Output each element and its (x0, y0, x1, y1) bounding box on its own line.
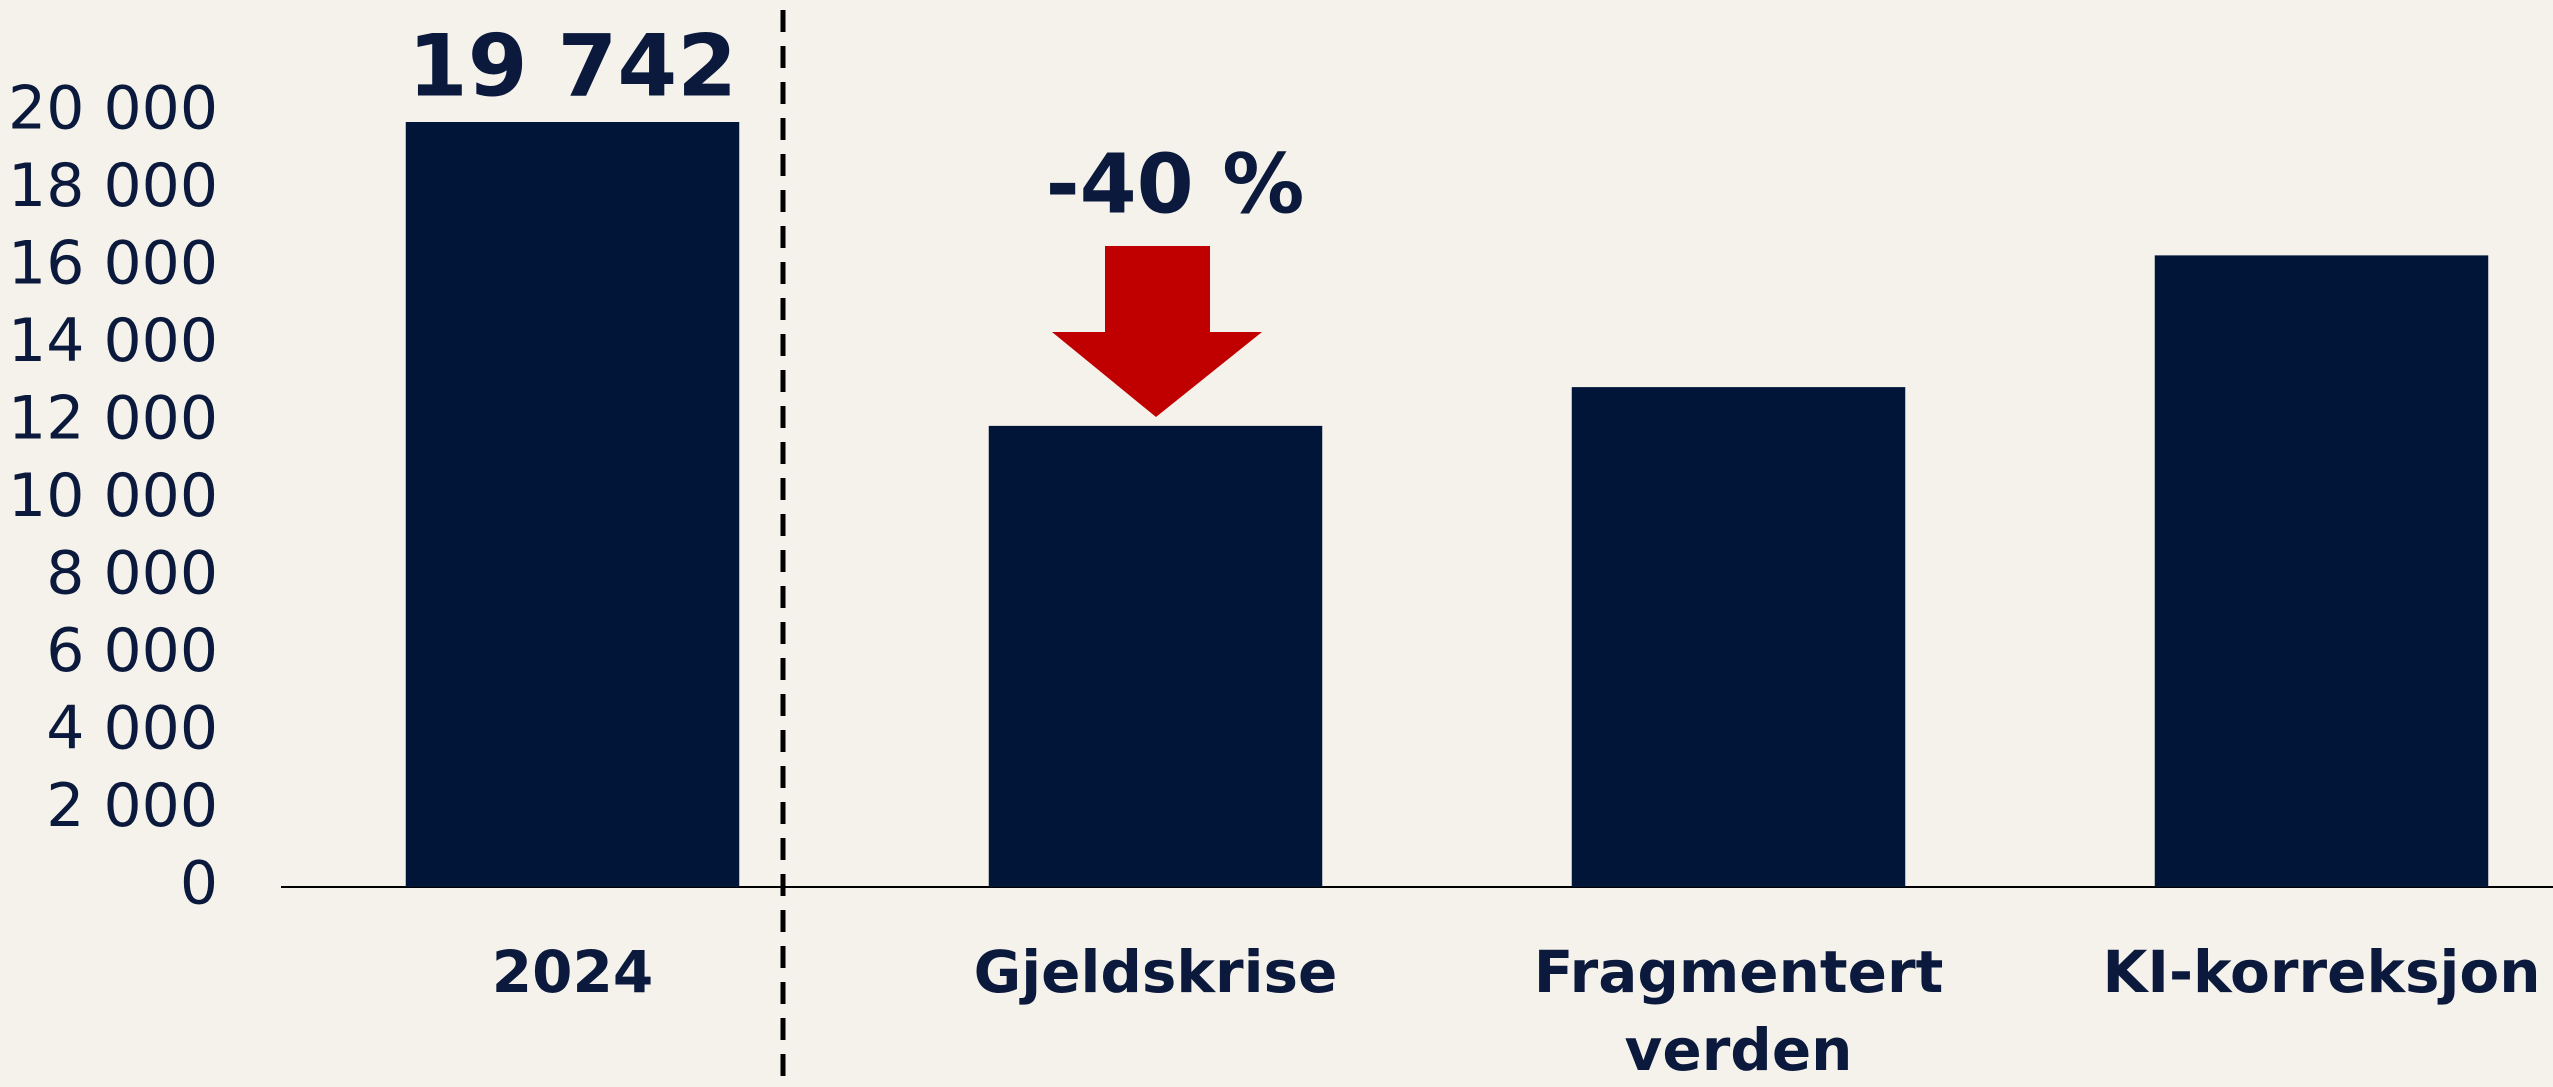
y-tick-label: 10 000 (8, 461, 218, 531)
value-label: 19 742 (408, 16, 737, 116)
y-tick-label: 4 000 (46, 694, 218, 764)
y-tick-label: 0 (180, 849, 218, 919)
y-tick-label: 16 000 (8, 229, 218, 299)
x-tick-label: KI-korreksjon (2102, 938, 2541, 1006)
y-tick-label: 6 000 (46, 616, 218, 686)
arrow (1052, 246, 1262, 417)
bar (405, 121, 740, 887)
bar (1571, 387, 1906, 887)
y-tick-label: 20 000 (8, 74, 218, 144)
bar (2154, 255, 2489, 887)
y-tick-label: 8 000 (46, 539, 218, 609)
x-tick-label: Fragmentert verden (1533, 938, 1944, 1084)
bar (988, 425, 1323, 887)
annotation: -40 % (1046, 137, 1305, 232)
y-tick-label: 14 000 (8, 306, 218, 376)
y-tick-label: 2 000 (46, 771, 218, 841)
x-tick-label: Gjeldskrise (973, 938, 1338, 1006)
x-tick-label: 2024 (491, 938, 654, 1006)
y-tick-label: 12 000 (8, 384, 218, 454)
y-tick-label: 18 000 (8, 151, 218, 221)
